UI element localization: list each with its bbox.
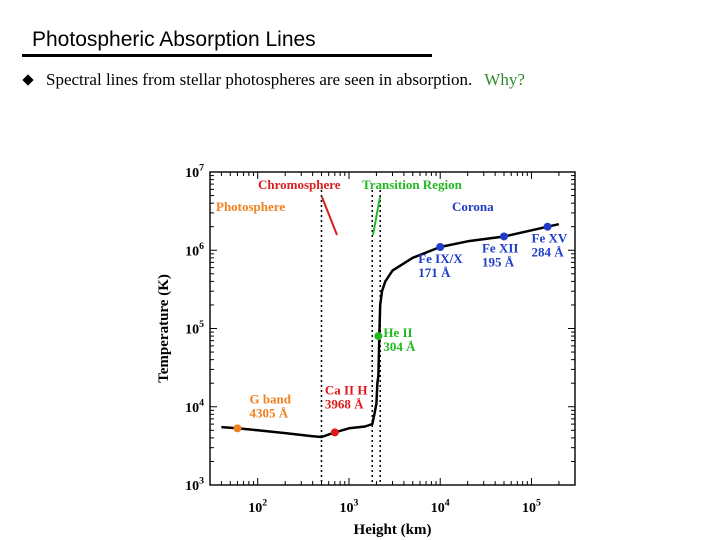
region-label: Corona	[452, 199, 494, 214]
y-axis-label: Temperature (K)	[156, 274, 172, 383]
data-point-wavelength: 3968 Å	[325, 396, 364, 411]
region-label: Photosphere	[216, 199, 285, 214]
bullet-text: Spectral lines from stellar photospheres…	[46, 70, 473, 89]
y-tick-label: 103	[185, 476, 204, 494]
data-point-wavelength: 4305 Å	[249, 405, 288, 420]
slide-title: Photospheric Absorption Lines	[32, 28, 316, 51]
data-point-marker	[374, 332, 383, 341]
diamond-bullet-icon	[22, 74, 34, 86]
transition-region-pointer	[372, 196, 381, 236]
x-axis-label: Height (km)	[354, 522, 432, 538]
region-label: Chromosphere	[258, 177, 341, 192]
data-point-label: Fe XII	[482, 240, 518, 255]
bullet-question: Why?	[484, 70, 525, 89]
title-underline	[22, 54, 432, 57]
y-tick-label: 107	[185, 163, 204, 181]
x-tick-label: 103	[340, 498, 359, 516]
data-point-marker	[436, 243, 445, 252]
temperature-curve	[221, 222, 560, 439]
data-point-marker	[330, 428, 339, 437]
y-tick-label: 105	[185, 319, 204, 337]
data-point-label: Fe XV	[532, 231, 568, 246]
data-point-wavelength: 171 Å	[418, 265, 451, 280]
data-point-label: Ca II H	[325, 382, 368, 397]
x-tick-label: 102	[248, 498, 267, 516]
temperature-height-chart: 102 103 104 105 103 104 105 106 107 Height (km) Te…	[156, 163, 576, 538]
data-point-marker	[233, 424, 242, 433]
region-label: Transition Region	[362, 177, 463, 192]
y-tick-label: 106	[185, 241, 204, 259]
data-point-label: He II	[383, 325, 412, 340]
y-tick-label: 104	[185, 397, 204, 415]
data-point-label: Fe IX/X	[418, 251, 463, 266]
x-tick-label: 104	[431, 498, 450, 516]
data-point-marker	[543, 222, 552, 231]
data-point-label: G band	[249, 391, 291, 406]
data-point-wavelength: 284 Å	[532, 245, 565, 260]
chromosphere-pointer	[321, 196, 338, 236]
x-tick-label: 105	[522, 498, 541, 516]
data-point-marker	[499, 232, 508, 241]
bullet-point: Spectral lines from stellar photospheres…	[22, 70, 525, 90]
data-point-wavelength: 304 Å	[383, 339, 416, 354]
data-point-wavelength: 195 Å	[482, 254, 515, 269]
